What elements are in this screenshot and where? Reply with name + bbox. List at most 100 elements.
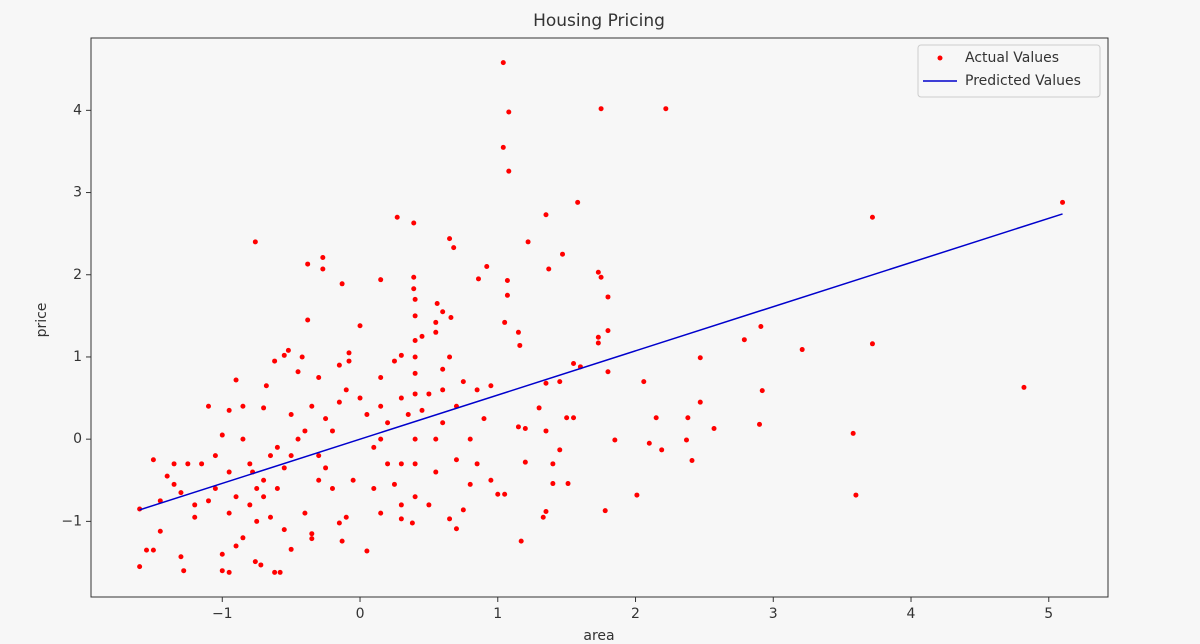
data-point [150,547,156,553]
data-point [226,407,232,413]
data-point [759,388,765,394]
data-point [261,477,267,483]
data-point [233,377,239,383]
data-point [263,383,269,389]
data-point [419,333,425,339]
data-point [488,477,494,483]
data-point [329,485,335,491]
data-point [756,421,762,427]
data-point [254,485,260,491]
data-point [522,459,528,465]
data-point [447,516,453,522]
data-point [451,245,457,251]
legend-label: Actual Values [965,50,1059,66]
data-point [192,514,198,520]
data-point [484,264,490,270]
data-point [398,516,404,522]
data-point [741,337,747,343]
data-point [1060,199,1066,205]
data-point [659,447,665,453]
data-point [181,568,187,574]
data-point [411,274,417,280]
data-point [391,358,397,364]
data-point [240,403,246,409]
data-point [595,340,601,346]
data-point [309,536,315,542]
data-point [137,506,143,512]
data-point [595,334,601,340]
data-point [305,261,311,267]
data-point [391,481,397,487]
x-tick-label: 1 [493,606,502,622]
data-point [343,387,349,393]
data-point [598,274,604,280]
data-point [274,485,280,491]
data-point [398,461,404,467]
legend-label: Predicted Values [965,73,1081,89]
data-point [605,294,611,300]
x-tick-label: 5 [1044,606,1053,622]
data-point [426,502,432,508]
data-point [518,538,524,544]
data-point [272,358,278,364]
data-point [571,415,577,421]
x-tick-label: −1 [212,606,233,622]
data-point [440,387,446,393]
data-point [515,329,521,335]
data-point [543,212,549,218]
data-point [385,461,391,467]
data-point [557,379,563,385]
data-point [799,347,805,353]
data-point [433,469,439,475]
data-point [506,109,512,115]
data-point [602,508,608,514]
data-point [346,358,352,364]
data-point [405,412,411,418]
data-point [447,354,453,360]
data-point [261,405,267,411]
data-point [440,309,446,315]
data-point [171,481,177,487]
data-point [267,453,273,459]
y-tick-label: 3 [73,185,82,201]
data-point [409,520,415,526]
data-point [281,352,287,358]
data-point [233,543,239,549]
data-point [305,317,311,323]
data-point [267,514,273,520]
data-point [546,266,552,272]
plot-frame [90,37,1109,598]
data-point [364,548,370,554]
data-point [447,236,453,242]
data-point [226,469,232,475]
data-point [378,403,384,409]
data-point [150,457,156,463]
data-point [502,319,508,325]
data-point [288,546,294,552]
data-point [565,481,571,487]
data-point [281,527,287,533]
data-point [595,269,601,275]
data-point [212,453,218,459]
data-point [336,520,342,526]
data-point [504,292,510,298]
data-point [371,444,377,450]
data-point [288,453,294,459]
data-point [274,444,280,450]
data-point [474,461,480,467]
data-point [258,562,264,568]
data-point [378,277,384,283]
data-point [157,528,163,534]
data-point [434,301,440,307]
data-point [440,366,446,372]
data-point [323,465,329,471]
y-tick-label: 4 [73,102,82,118]
data-point [467,436,473,442]
data-point [240,436,246,442]
data-point [575,199,581,205]
data-point [178,554,184,560]
data-point [853,492,859,498]
data-point [178,490,184,496]
data-point [339,281,345,287]
data-point [433,436,439,442]
